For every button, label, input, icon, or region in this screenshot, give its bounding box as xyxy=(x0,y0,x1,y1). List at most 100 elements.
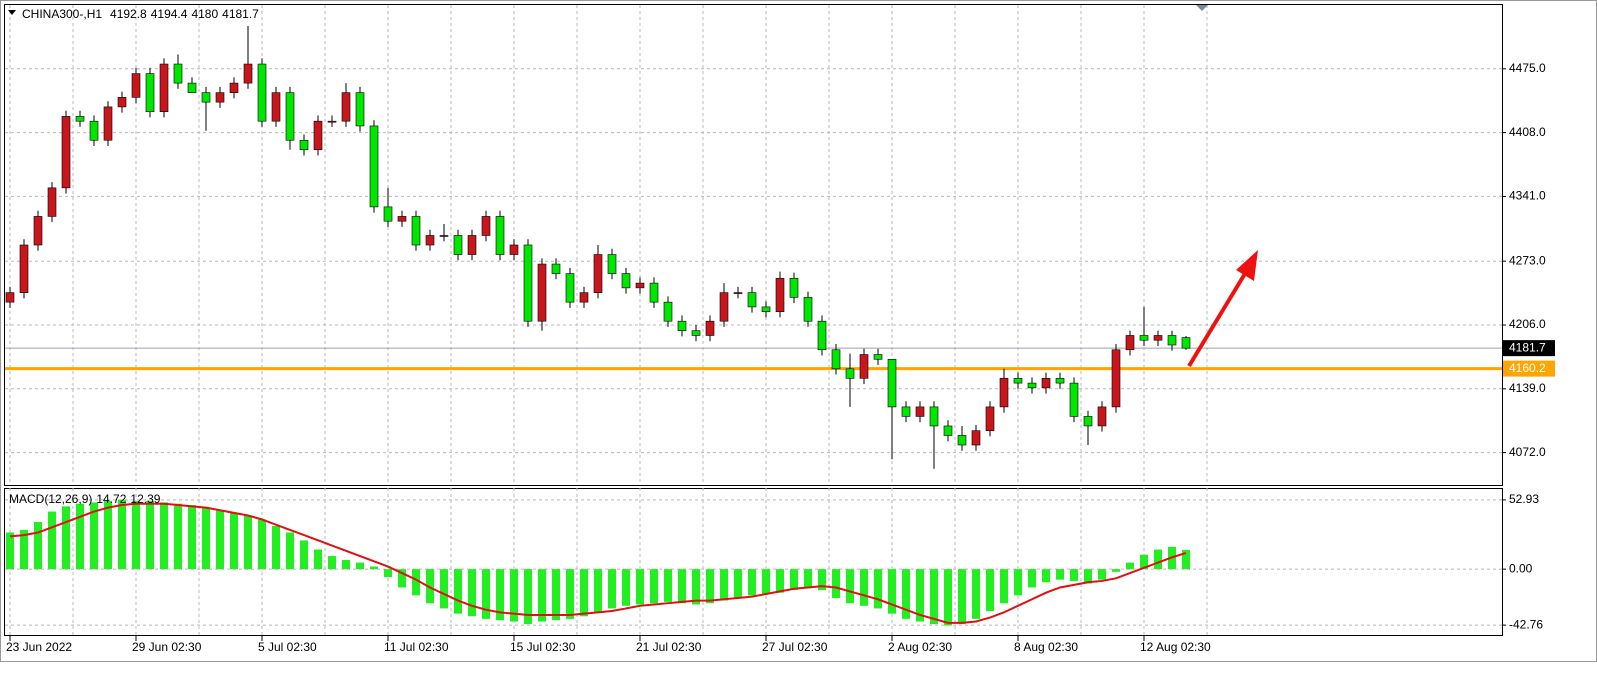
macd-bar xyxy=(510,569,518,622)
macd-bar xyxy=(664,569,672,602)
candle-body xyxy=(397,216,407,222)
y-tick-label: 0.00 xyxy=(1509,561,1533,575)
candle-body xyxy=(943,425,953,436)
macd-bar xyxy=(1028,569,1036,588)
candle-body xyxy=(453,235,463,255)
macd-bar xyxy=(370,566,378,570)
candle-body xyxy=(61,116,71,189)
candle-body xyxy=(369,125,379,208)
macd-bar xyxy=(734,569,742,598)
macd-bar xyxy=(286,532,294,570)
x-tick-label: 12 Aug 02:30 xyxy=(1140,640,1211,654)
candle-body xyxy=(719,292,729,322)
level-label-box xyxy=(1503,360,1555,377)
y-tick-label: 4273.0 xyxy=(1509,253,1546,267)
candle-body xyxy=(341,92,351,122)
candle-body xyxy=(859,354,869,379)
macd-bar xyxy=(454,569,462,614)
candle-body xyxy=(579,292,589,303)
macd-bar xyxy=(776,569,784,593)
shift-marker xyxy=(1196,5,1208,11)
macd-bar xyxy=(328,556,336,570)
macd-bar xyxy=(384,569,392,578)
ohlc-value: 4194.4 xyxy=(151,7,188,21)
x-tick-label: 21 Jul 02:30 xyxy=(636,640,702,654)
y-tick-label: 4206.0 xyxy=(1509,317,1546,331)
macd-bar xyxy=(958,569,966,625)
candle-body xyxy=(817,320,827,351)
candle-body xyxy=(733,292,743,294)
candle-body xyxy=(201,92,211,103)
candle-body xyxy=(901,406,911,417)
macd-bar xyxy=(762,569,770,595)
y-tick-label: 52.93 xyxy=(1509,492,1539,506)
candle-body xyxy=(985,406,995,432)
candle-body xyxy=(887,358,897,408)
macd-bar xyxy=(804,569,812,588)
x-tick-label: 8 Aug 02:30 xyxy=(1014,640,1078,654)
candle-body xyxy=(173,63,183,84)
macd-bar xyxy=(902,569,910,619)
macd-bar xyxy=(146,501,154,570)
macd-bar xyxy=(818,569,826,591)
candle-body xyxy=(1153,335,1163,341)
candle-body xyxy=(131,73,141,98)
candle-body xyxy=(495,216,505,255)
macd-bar xyxy=(48,511,56,570)
macd-bar xyxy=(160,502,168,570)
candle-body xyxy=(957,435,967,446)
candle-body xyxy=(551,263,561,274)
y-tick-label: 4072.0 xyxy=(1509,445,1546,459)
macd-bar xyxy=(636,569,644,605)
macd-bar xyxy=(1084,569,1092,584)
macd-bar xyxy=(1126,562,1134,570)
y-tick-label: 4408.0 xyxy=(1509,125,1546,139)
candle-body xyxy=(831,349,841,370)
candle-body xyxy=(523,244,533,322)
y-tick-label: 4475.0 xyxy=(1509,61,1546,75)
candle-body xyxy=(803,297,813,322)
candle-body xyxy=(159,63,169,112)
macd-bar xyxy=(538,569,546,622)
price-label: 4181.7 xyxy=(1509,340,1546,354)
macd-bar xyxy=(342,559,350,570)
macd-bar xyxy=(832,569,840,598)
macd-bar xyxy=(468,569,476,617)
macd-bar xyxy=(930,569,938,625)
candle-body xyxy=(691,330,701,336)
macd-bar xyxy=(188,505,196,570)
macd-bar xyxy=(846,569,854,604)
macd-bar xyxy=(552,569,560,621)
candle-body xyxy=(1181,337,1191,349)
macd-bar xyxy=(412,569,420,596)
macd-bar xyxy=(594,569,602,613)
candle-body xyxy=(873,354,883,360)
macd-bar xyxy=(720,569,728,601)
ohlc-value: 4180 xyxy=(191,7,218,21)
macd-bar xyxy=(230,512,238,570)
macd-bar xyxy=(496,569,504,621)
candle-body xyxy=(117,97,127,108)
candle-body xyxy=(663,301,673,322)
macd-bar xyxy=(1140,554,1148,570)
macd-bar xyxy=(356,562,364,570)
macd-bar xyxy=(580,569,588,617)
macd-bar xyxy=(398,569,406,588)
candle-body xyxy=(845,368,855,379)
candle-body xyxy=(215,92,225,103)
macd-bar xyxy=(118,499,126,570)
y-tick-label: 4139.0 xyxy=(1509,381,1546,395)
y-tick-label: 4341.0 xyxy=(1509,189,1546,203)
candle-body xyxy=(649,282,659,303)
candle-body xyxy=(705,320,715,336)
ohlc-value: 4181.7 xyxy=(222,7,259,21)
candle-body xyxy=(1069,382,1079,417)
x-tick-label: 29 Jun 02:30 xyxy=(132,640,202,654)
macd-bar xyxy=(1000,569,1008,604)
candle-body xyxy=(1041,378,1051,389)
macd-bar xyxy=(678,569,686,604)
macd-bar xyxy=(1056,569,1064,580)
